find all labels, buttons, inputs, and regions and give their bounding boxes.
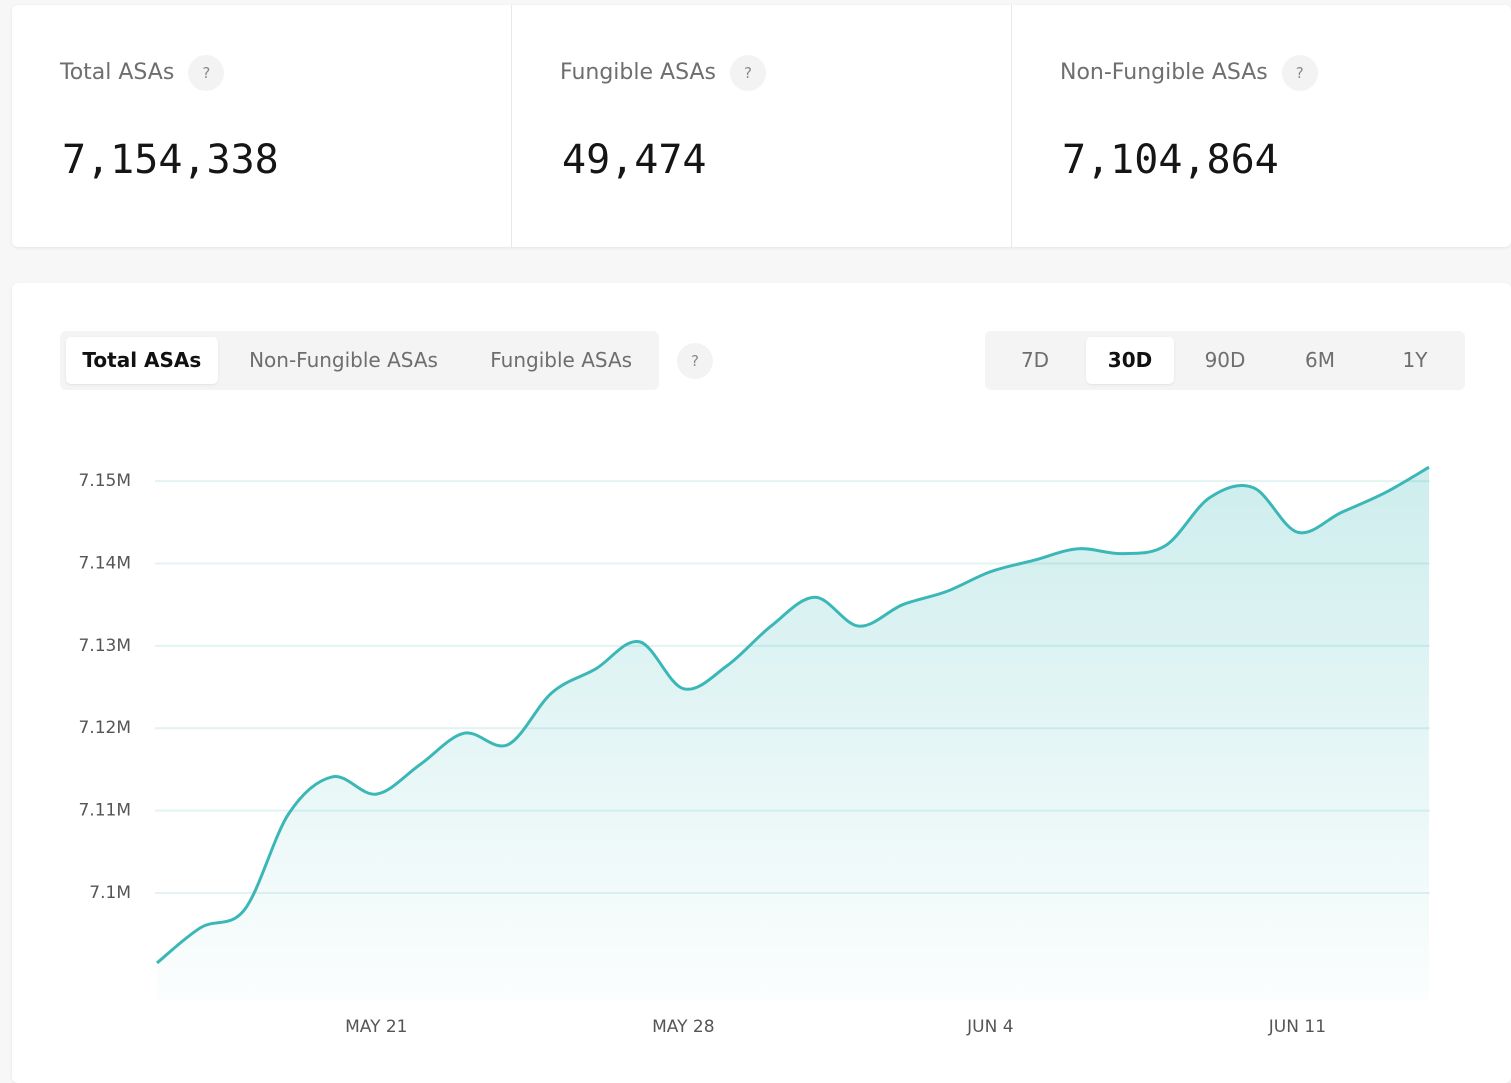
metric-tab[interactable]: Non-Fungible ASAs: [249, 348, 438, 372]
stat: Total ASAs? 7,154,338: [12, 5, 512, 247]
y-tick-label: 7.11M: [78, 801, 131, 821]
x-tick-label: MAY 28: [652, 1017, 714, 1037]
area: [157, 467, 1429, 1000]
y-tick-label: 7.12M: [78, 718, 131, 738]
help-icon[interactable]: ?: [1281, 55, 1318, 91]
stat-label: Total ASAs?: [60, 55, 225, 91]
stat-label: Fungible ASAs?: [560, 55, 766, 91]
range-tab[interactable]: 6M: [1305, 348, 1335, 372]
range-tab[interactable]: 1Y: [1402, 348, 1428, 372]
stat-label-text: Total ASAs: [60, 60, 175, 85]
metric-tab[interactable]: Total ASAs: [66, 337, 218, 384]
range-tab[interactable]: 30D: [1086, 337, 1174, 384]
help-icon[interactable]: ?: [729, 55, 766, 91]
metric-tab[interactable]: Fungible ASAs: [490, 348, 633, 372]
stat-value: 49,474: [562, 137, 707, 183]
y-tick-label: 7.1M: [89, 883, 131, 903]
y-tick-label: 7.15M: [78, 471, 131, 491]
metric-tabs: Total ASAs Non-Fungible ASAs Fungible ASAs: [60, 331, 659, 390]
stat-label-text: Non-Fungible ASAs: [1060, 60, 1268, 85]
stats-card: Total ASAs? 7,154,338 Fungible ASAs? 49,474…: [12, 5, 1511, 247]
line: [156, 465, 1430, 965]
x-tick-label: JUN 11: [1268, 1017, 1326, 1037]
x-tick-label: MAY 21: [345, 1017, 407, 1037]
range-tab[interactable]: 7D: [1020, 348, 1050, 372]
help-icon[interactable]: ?: [188, 55, 225, 91]
range-tabs: 7D 30D 90D 6M 1Y: [985, 331, 1465, 390]
help-icon[interactable]: ?: [677, 343, 713, 379]
stat: Fungible ASAs? 49,474: [512, 5, 1012, 247]
x-tick-label: JUN 4: [966, 1017, 1013, 1037]
stat-label: Non-Fungible ASAs?: [1060, 55, 1318, 91]
stat-value: 7,154,338: [62, 137, 279, 183]
stat-label-text: Fungible ASAs: [560, 60, 716, 85]
y-tick-label: 7.13M: [78, 636, 131, 656]
stat-value: 7,104,864: [1062, 137, 1279, 183]
range-tab[interactable]: 90D: [1204, 348, 1246, 372]
stat: Non-Fungible ASAs? 7,104,864: [1012, 5, 1511, 247]
y-tick-label: 7.14M: [78, 554, 131, 574]
